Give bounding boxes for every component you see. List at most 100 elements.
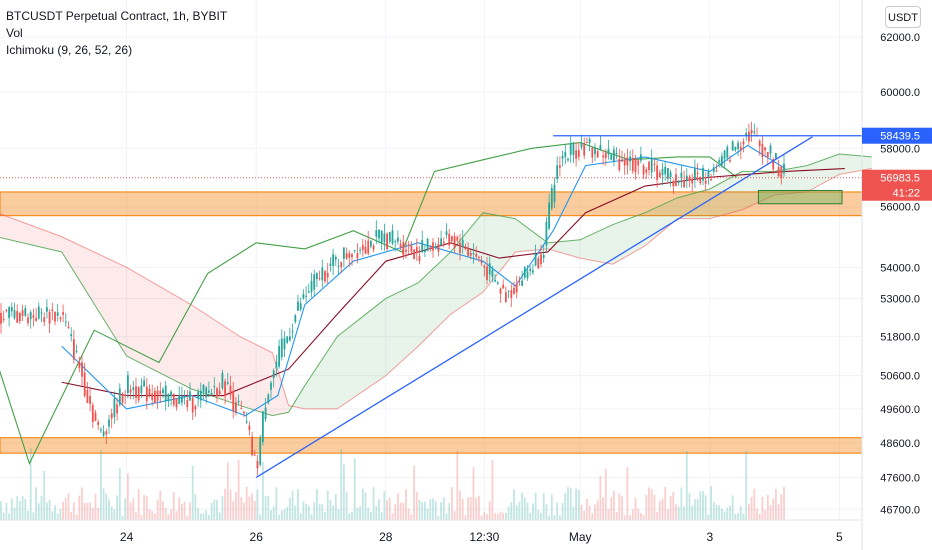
volume-bar [202,513,205,520]
volume-bar [742,513,745,520]
volume-bar [181,503,183,520]
candle-body [772,159,775,170]
volume-bar [59,508,62,520]
volume-bar [29,447,32,520]
volume-bar [229,489,232,520]
candle-body [613,149,615,162]
candle-body [37,306,40,319]
candle-body [658,172,661,178]
symbol-title[interactable]: BTCUSDT Perpetual Contract, 1h, BYBIT [6,9,228,23]
candle-body [137,387,140,401]
candle-body [723,150,726,160]
volume-bar [397,493,399,520]
time-axis[interactable]: 24 26 28 12:30 May 3 5 [0,519,862,544]
candle-body [159,390,162,395]
volume-bar [440,502,442,520]
candle-body [59,317,62,320]
support-resistance-zones [0,191,863,454]
candle-body [235,402,237,413]
price-axis[interactable]: 62000.0 60000.0 58000.0 56000.0 54000.0 53000… [861,0,932,550]
volume-bar [97,507,100,520]
volume-bar [48,499,51,520]
volume-bar [94,493,97,520]
candle-body [375,230,378,237]
candle-body [451,236,453,241]
volume-bar [280,510,283,520]
currency-button[interactable]: USDT [885,6,921,28]
candle-body [100,429,102,431]
volume-bar [526,502,529,520]
volume-bar [137,489,140,520]
volume-bar [370,512,372,520]
candle-body [391,230,394,244]
volume-bar [515,505,518,520]
volume-bar [667,509,669,520]
volume-bar [402,502,405,520]
candle-body [89,396,91,404]
candle-body [405,249,407,252]
candle-body [316,272,318,280]
volume-bar [224,488,226,520]
candle-body [370,240,372,247]
candle-body [640,154,642,161]
drawings[interactable] [0,135,862,479]
kijun-sen [61,167,845,397]
volume-indicator-label[interactable]: Vol [6,26,23,40]
candle-body [143,380,145,387]
candle-body [340,262,343,268]
volume-bar [775,488,777,520]
candle-body [442,241,445,244]
candle-body [97,421,100,425]
volume-bar [262,461,264,520]
volume-bar [432,498,434,520]
grid [0,0,862,520]
volume-bar [100,450,102,520]
volume-bar [105,493,108,520]
volume-bar [32,512,35,520]
candle-body [156,390,159,401]
candle-body [35,317,37,321]
candle-body [604,152,607,159]
candle-body [432,242,434,251]
volume-bar [405,489,407,520]
volume-bar [321,504,324,520]
candle-body [783,163,785,174]
candle-body [704,180,707,184]
candle-body [521,280,523,286]
candle-body [483,265,486,268]
candle-body [669,172,672,178]
volume-bar [591,513,594,520]
volume-bar [637,508,640,520]
volume-bar [567,487,569,520]
volume-bar [375,505,378,520]
candle-body [545,221,548,246]
volume-bar [556,502,559,520]
volume-bar [645,494,648,520]
volume-bar [523,497,526,520]
volume-bar [318,503,321,520]
candle-body [361,245,364,251]
candle-body [229,385,232,395]
candle-body [245,421,248,423]
volume-bar [197,507,199,520]
ichimoku-indicator-label[interactable]: Ichimoku (9, 26, 52, 26) [6,43,133,57]
time-tick-label: 5 [836,530,843,544]
volume-bar [572,506,575,520]
volume-bar [753,488,756,520]
volume-bar [302,501,305,520]
candle-body [272,370,275,379]
volume-bar [145,496,148,520]
candle-body [102,431,105,436]
candle-body [388,232,391,242]
candle-body [615,152,618,154]
volume-bar [715,504,718,520]
volume-bar [615,511,618,520]
candle-body [129,389,132,393]
volume-bar [418,499,421,520]
candle-body [240,408,243,410]
sr-zone [0,437,863,454]
candle-body [81,362,83,377]
candle-body [567,158,569,161]
candle-body [24,308,27,316]
